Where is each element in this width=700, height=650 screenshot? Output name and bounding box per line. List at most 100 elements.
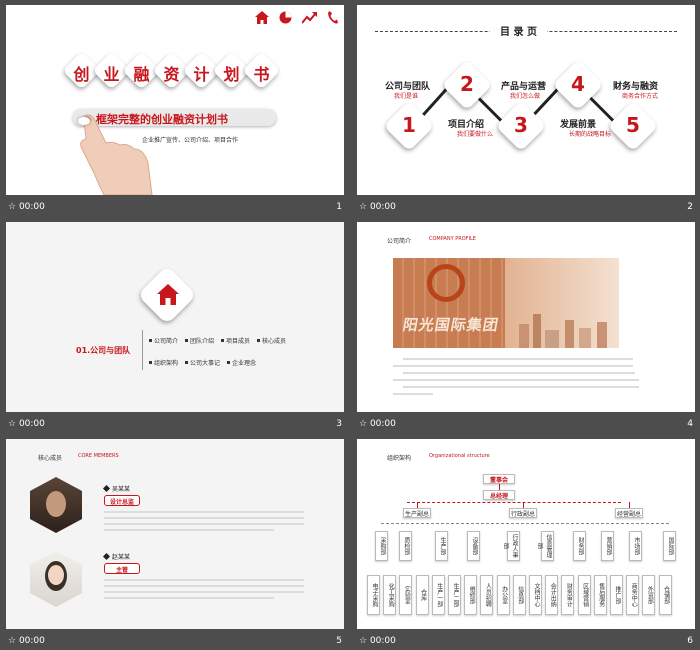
keyword-label: 公司简介 [154,338,179,345]
toc-item-title: 产品与运营 [501,82,547,92]
org-node-sub[interactable]: 推广部 [610,575,623,615]
slide-time: ☆ 00:00 [8,202,45,212]
bullet-icon [185,339,189,342]
toc-number: 4 [571,72,585,96]
title-char: 划 [223,65,240,84]
member-bio-line [104,511,304,513]
org-connector [417,502,418,512]
org-node-vp[interactable]: 生产副总 [403,508,431,518]
member-bio-line [104,585,304,587]
toc-item-title: 发展前景 [560,120,597,130]
org-node-sub[interactable]: 文档中心 [529,575,542,615]
slide-number: 5 [336,636,342,646]
toc-item-title: 财务与融资 [613,82,659,92]
title-char: 业 [103,65,120,84]
org-node-dept[interactable]: 市场部 [629,531,642,561]
keyword-item: 公司简介 [149,336,178,345]
keyword-label: 组织架构 [154,360,179,367]
bullet-icon [149,361,152,364]
section-title: 01.公司与团队 [76,346,131,355]
org-node-sub[interactable]: 信息部 [512,575,526,615]
toc-item-sub: 长期的战略目标 [569,131,612,138]
title-char: 计 [193,65,210,84]
member-role-badge [104,563,140,574]
keyword-label: 企业理念 [232,360,257,367]
member-bio-line [104,591,304,593]
org-node-gm[interactable]: 总经理 [483,490,515,500]
bullet-icon [257,339,261,342]
member-bio-line [104,517,304,519]
bullet-icon [227,361,231,364]
slide-time: ☆ 00:00 [8,636,45,646]
company-photo: 阳光国际集团 [393,258,619,348]
title-char: 书 [253,65,270,84]
org-node-dept[interactable]: 行政人事部 [502,531,520,561]
org-node-vp[interactable]: 行政副总 [509,508,537,518]
org-node-dept[interactable]: 国际部 [663,531,676,561]
org-node-sub[interactable]: 商务中心 [626,575,640,615]
slide-time: ☆ 00:00 [8,419,45,429]
org-node-dept[interactable]: 质检部 [399,531,412,561]
slide-3: 01.公司与团队 公司简介 团队介绍 项目成员 核心成员 组织架构 公司大事记 企业理念 [6,222,344,412]
org-node-dept[interactable]: 信息管理部 [536,531,554,561]
toc-item-title: 公司与团队 [385,82,431,92]
member-role: 设计总监 [109,499,134,506]
body-text-block [393,358,653,400]
bullet-icon [221,339,225,342]
member-bullet-icon [102,552,111,561]
org-node-dept[interactable]: 财务部 [573,531,586,561]
slide-1: 创业融资计划书 框架完整的创业融资计划书 企业推广宣传、公司介绍、项目合作 [6,5,344,195]
org-node-vp[interactable]: 经营副总 [615,508,643,518]
org-node-sub[interactable]: 仓储部 [658,575,672,615]
slide-time: ☆ 00:00 [359,419,396,429]
toc-title: 目 录 页 [490,23,547,38]
title-char: 融 [133,65,150,84]
org-node-dept[interactable]: 生产部 [435,531,448,561]
title-char: 资 [163,65,180,84]
subtitle-pill [73,109,276,126]
company-logo-mark [427,264,465,302]
org-node-sub[interactable]: 区域营销 [577,575,591,615]
member-bio-line [104,579,304,581]
member-bullet-icon [102,484,111,493]
org-node-sub[interactable]: 化工采购 [383,575,397,615]
keyword-item: 公司大事记 [185,358,220,367]
member-name: 赵某某 [112,554,131,561]
org-node-sub[interactable]: 外贸部 [642,575,656,615]
subtitle-pill-text: 框架完整的创业融资计划书 [96,113,228,126]
org-node-sub[interactable]: 售后服务 [593,575,607,615]
keyword-item: 核心成员 [257,336,286,345]
org-node-dept[interactable]: 设备部 [467,531,480,561]
org-node-top[interactable]: 董事会 [483,474,515,484]
org-node-sub[interactable]: 会计出纳 [545,575,559,615]
slide-time: ☆ 00:00 [359,636,396,646]
org-node-sub[interactable]: 人员招聘 [480,575,494,615]
toc-number: 1 [402,113,416,137]
org-node-sub[interactable]: 办公室 [496,575,510,615]
org-node-sub[interactable]: 维修部 [464,575,478,615]
org-node-dept[interactable]: 营销部 [601,531,614,561]
org-node-sub[interactable]: 生产二部 [448,575,461,615]
section-divider [142,330,143,370]
section-label: 组织架构 [387,455,412,462]
org-node-sub[interactable]: 实验室 [399,575,413,615]
org-node-sub[interactable]: 生产一部 [431,575,445,615]
member-bio-line [104,597,274,599]
member-photo [30,477,82,533]
section-label-en: CORE MEMBERS [78,453,119,459]
org-connector [629,502,630,512]
keyword-item: 团队介绍 [185,336,214,345]
section-label: 公司简介 [387,238,412,245]
keyword-label: 团队介绍 [190,338,215,345]
slide-6: 组织架构 Organizational structure 董事会 总经理 生产副总… [357,439,695,629]
org-node-sub[interactable]: 仓库 [415,575,429,615]
bullet-icon [149,339,152,342]
org-node-sub[interactable]: 电子采购 [367,575,380,615]
slide-number: 2 [687,202,693,212]
toc-number: 2 [460,72,474,96]
title-char: 创 [73,65,90,84]
member-role-badge [104,495,140,506]
company-logo-text: 阳光国际集团 [401,316,501,334]
org-node-sub[interactable]: 财务审计 [561,575,575,615]
org-node-dept[interactable]: 采购部 [375,531,388,561]
